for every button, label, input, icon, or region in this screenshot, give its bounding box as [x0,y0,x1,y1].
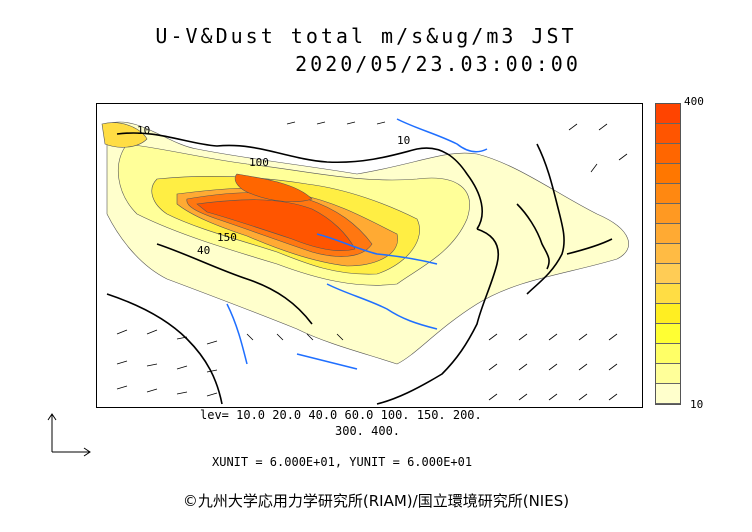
legend-band [656,344,680,364]
legend-band [656,324,680,344]
wind-vectors [116,121,628,401]
contour-levels-line2: 300. 400. [335,424,401,438]
contour-levels-line1: lev= 10.0 20.0 40.0 60.0 100. 150. 200. [200,408,482,422]
legend-band [656,124,680,144]
rivers [226,118,488,370]
contour-label-40: 40 [197,244,210,257]
legend-max-label: 400 [684,95,704,108]
contour-label-10-b: 10 [397,134,410,147]
coastlines [106,132,613,405]
axis-direction-icon [47,413,91,457]
legend-band [656,244,680,264]
legend-band [656,104,680,124]
contour-label-150: 150 [217,231,237,244]
dust-hotspot-northwest [101,122,148,148]
legend-band [656,164,680,184]
dust-shading [101,121,629,365]
map-svg: 100 150 40 10 10 [101,118,629,405]
map-timestamp: 2020/05/23.03:00:00 [295,52,581,76]
legend-band [656,264,680,284]
legend-band [656,204,680,224]
contour-label-100: 100 [249,156,269,169]
legend-band [656,184,680,204]
legend-band [656,284,680,304]
legend-band [656,144,680,164]
legend-min-label: 10 [690,398,704,411]
vector-units: XUNIT = 6.000E+01, YUNIT = 6.000E+01 [212,455,473,469]
legend-band [656,304,680,324]
legend-band [656,364,680,384]
map-title: U-V&Dust total m/s&ug/m3 JST [155,24,577,48]
color-scale-legend [655,103,681,405]
legend-band [656,384,680,404]
copyright-notice: ©九州大学応用力学研究所(RIAM)/国立環境研究所(NIES) [182,492,570,510]
dust-hotspot-north [234,173,313,203]
legend-band [656,224,680,244]
dust-contour-300 [196,199,356,251]
dust-map: 100 150 40 10 10 [96,103,643,408]
contour-label-10-a: 10 [137,124,150,137]
